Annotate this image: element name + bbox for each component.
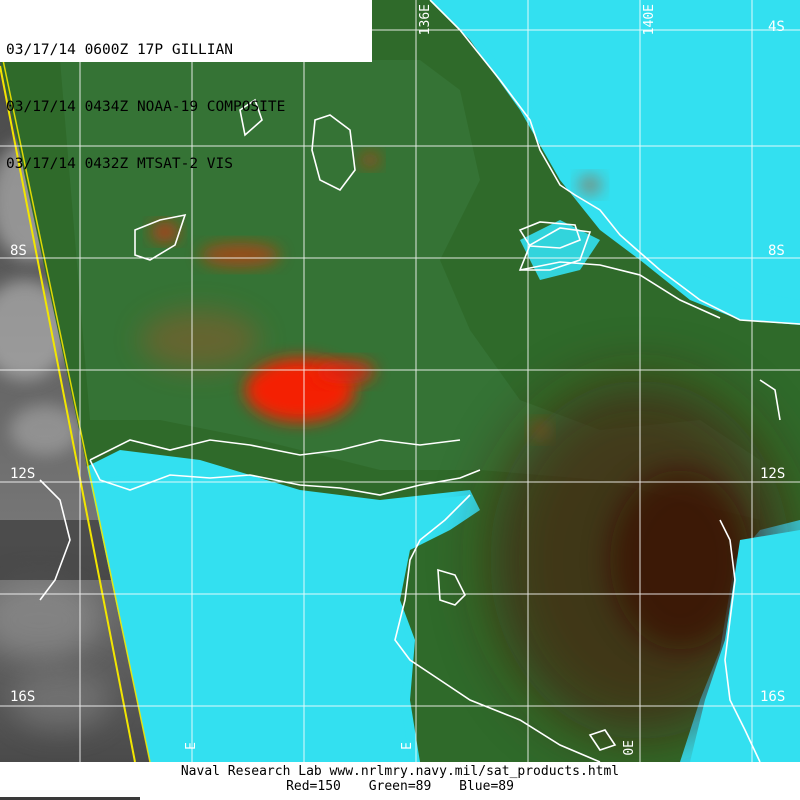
lat-label-16s-left: 16S: [10, 689, 36, 705]
map-canvas: [0, 0, 800, 762]
satellite-map: [0, 0, 800, 762]
lat-label-4s-right: 4S: [768, 19, 785, 35]
lon-label-bottom-1: E: [184, 742, 199, 750]
header-composite-line: 03/17/14 0434Z NOAA-19 COMPOSITE: [6, 99, 286, 115]
lon-label-136e: 136E: [418, 4, 433, 36]
lat-label-8s-left: 8S: [10, 243, 27, 259]
header-vis-line: 03/17/14 0432Z MTSAT-2 VIS: [6, 156, 233, 172]
footer-blue-weight: Blue=89: [459, 779, 514, 794]
ocean-north: [430, 0, 800, 300]
lat-label-12s-left: 12S: [10, 466, 36, 482]
lat-label-8s-right: 8S: [768, 243, 785, 259]
footer-credit: Naval Research Lab www.nrlmry.navy.mil/s…: [180, 764, 620, 779]
footer-green-weight: Green=89: [368, 779, 432, 794]
land-mass-olive: [60, 60, 760, 520]
swath-edge-line: [0, 65, 136, 762]
footer-red-weight: Red=150: [286, 779, 341, 794]
image-footer: Naval Research Lab www.nrlmry.navy.mil/s…: [0, 762, 800, 800]
footer-grey-strip: [0, 797, 140, 800]
lon-label-140e: 140E: [642, 4, 657, 36]
lat-label-12s-right: 12S: [760, 466, 786, 482]
convection-cells: [140, 152, 602, 440]
footer-channel-weights: Red=150 Green=89 Blue=89: [0, 779, 800, 795]
lat-label-16s-right: 16S: [760, 689, 786, 705]
image-header: 03/17/14 0600Z 17P GILLIAN 03/17/14 0434…: [0, 0, 372, 172]
header-storm-line: 03/17/14 0600Z 17P GILLIAN: [6, 42, 233, 58]
lat-lon-grid: [0, 0, 800, 762]
coastlines: [39, 0, 800, 762]
lon-label-bottom-2: E: [400, 742, 415, 750]
ocean-south: [80, 470, 470, 762]
lon-label-bottom-3: 0E: [622, 740, 637, 756]
